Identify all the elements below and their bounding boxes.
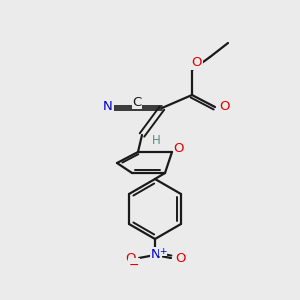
Text: +: + (159, 247, 167, 256)
Text: C: C (132, 95, 142, 109)
Text: N: N (151, 248, 161, 260)
Text: H: H (152, 134, 160, 146)
Text: O: O (192, 56, 202, 70)
Text: N: N (103, 100, 113, 112)
Text: O: O (219, 100, 229, 113)
Text: −: − (129, 259, 139, 272)
Text: O: O (125, 251, 135, 265)
Text: O: O (175, 251, 185, 265)
Text: O: O (174, 142, 184, 154)
